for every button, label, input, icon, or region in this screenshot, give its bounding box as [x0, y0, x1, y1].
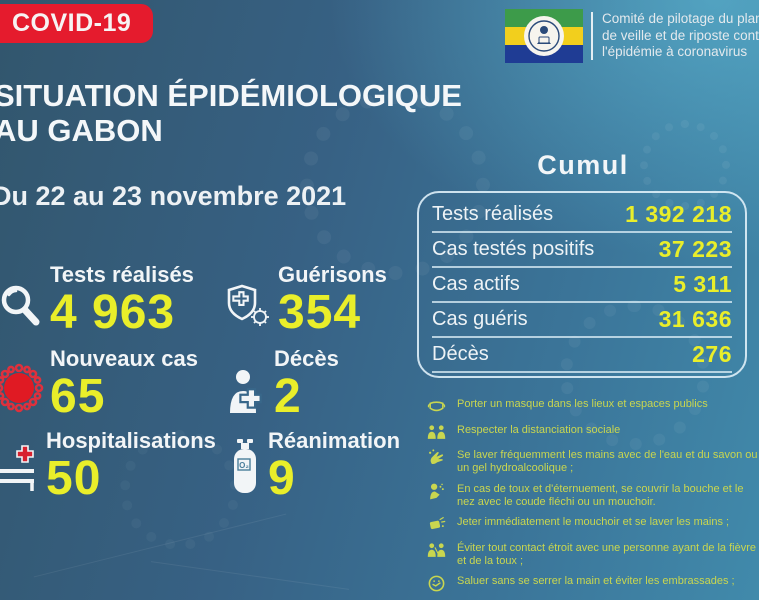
stat-label: Guérisons — [278, 262, 387, 287]
no-handshake-icon — [428, 575, 445, 592]
stat-label: Hospitalisations — [46, 428, 216, 453]
avoid-contact-icon — [427, 542, 446, 557]
measure-text: Saluer sans se serrer la main et éviter … — [457, 575, 735, 587]
stat-value: 2 — [274, 370, 302, 423]
cumul-row-label: Cas testés positifs — [432, 238, 595, 260]
cough-elbow-icon — [430, 483, 444, 499]
title-line-1: SITUATION ÉPIDÉMIOLOGIQUE — [0, 78, 462, 113]
distancing-icon — [427, 424, 446, 439]
list-item: Éviter tout contact étroit avec une pers… — [427, 542, 759, 568]
constellation-line — [33, 513, 287, 578]
stat-value: 50 — [46, 452, 102, 505]
tissue-icon — [429, 516, 446, 530]
virus-icon — [0, 363, 44, 418]
magnifier-icon — [0, 283, 44, 334]
cumul-row-label: Cas guéris — [432, 308, 528, 330]
cumul-row-tests: Tests réalisés 1 392 218 — [432, 198, 732, 233]
svg-text:O₂: O₂ — [239, 461, 249, 470]
cumul-row-value: 5 311 — [673, 271, 732, 297]
stat-value: 9 — [268, 452, 296, 505]
measure-text: Jeter immédiatement le mouchoir et se la… — [457, 516, 730, 528]
committee-header: Comité de pilotage du plan de veille et … — [505, 9, 759, 63]
mask-icon — [427, 401, 446, 412]
cumul-row-label: Tests réalisés — [432, 203, 554, 225]
shield-cross-icon — [224, 281, 272, 334]
stat-nouveaux-cas: Nouveaux cas 65 — [0, 346, 198, 422]
title-line-2: AU GABON — [0, 113, 163, 148]
stat-value: 65 — [50, 370, 106, 423]
cumul-row-value: 1 392 218 — [625, 201, 732, 227]
header-divider — [591, 12, 593, 60]
stat-deces: Décès 2 — [226, 346, 339, 422]
prevention-measures-list: Porter un masque dans les lieux et espac… — [427, 398, 759, 600]
list-item: Respecter la distanciation sociale — [427, 424, 759, 442]
cumul-row-gueris: Cas guéris 31 636 — [432, 303, 732, 338]
cumul-row-label: Décès — [432, 343, 489, 365]
hand-wash-icon — [429, 449, 444, 465]
committee-line-3: l'épidémie à coronavirus — [602, 44, 748, 60]
measure-text: Éviter tout contact étroit avec une pers… — [457, 541, 757, 567]
stat-value: 4 963 — [50, 286, 176, 339]
page-title: SITUATION ÉPIDÉMIOLOGIQUE AU GABON — [0, 78, 462, 148]
committee-line-2: de veille et de riposte contre — [602, 27, 759, 43]
stat-tests-realises: Tests réalisés 4 963 — [0, 262, 194, 338]
oxygen-tank-icon: O₂ — [228, 437, 262, 500]
measure-text: En cas de toux et d'éternuement, se couv… — [457, 482, 744, 508]
committee-line-1: Comité de pilotage du plan — [602, 11, 759, 27]
covid-badge: COVID-19 — [0, 4, 154, 43]
list-item: En cas de toux et d'éternuement, se couv… — [427, 483, 759, 509]
cumul-row-deces: Décès 276 — [432, 338, 732, 373]
list-item: Saluer sans se serrer la main et éviter … — [427, 575, 759, 593]
cumul-panel: Tests réalisés 1 392 218 Cas testés posi… — [417, 191, 747, 378]
stat-guerisons: Guérisons 354 — [224, 262, 387, 338]
cumul-row-value: 276 — [692, 341, 732, 367]
stat-hospitalisations: Hospitalisations 50 — [0, 428, 216, 504]
stat-label: Décès — [274, 346, 339, 371]
person-cross-icon — [226, 369, 268, 418]
list-item: Porter un masque dans les lieux et espac… — [427, 398, 759, 416]
measure-text: Porter un masque dans les lieux et espac… — [457, 398, 708, 410]
stat-reanimation: O₂ Réanimation 9 — [228, 428, 400, 504]
gabon-flag-logo — [505, 9, 583, 63]
committee-emblem-icon — [524, 16, 564, 56]
cumul-title: Cumul — [537, 150, 629, 180]
list-item: Se laver fréquemment les mains avec de l… — [427, 449, 759, 475]
hospital-bed-icon — [0, 443, 40, 500]
measure-text: Se laver fréquemment les mains avec de l… — [457, 449, 758, 474]
cumul-row-value: 31 636 — [658, 306, 732, 332]
stat-label: Nouveaux cas — [50, 346, 198, 371]
cumul-row-label: Cas actifs — [432, 273, 520, 295]
committee-title: Comité de pilotage du plan de veille et … — [602, 11, 759, 61]
stat-label: Tests réalisés — [50, 262, 194, 287]
period-label: Du 22 au 23 novembre 2021 — [0, 181, 347, 211]
cumul-row-positifs: Cas testés positifs 37 223 — [432, 233, 732, 268]
list-item: Jeter immédiatement le mouchoir et se la… — [427, 516, 759, 534]
measure-text: Respecter la distanciation sociale — [457, 423, 621, 436]
cumul-row-value: 37 223 — [658, 236, 732, 262]
stat-value: 354 — [278, 286, 362, 339]
constellation-line — [150, 561, 350, 590]
stat-label: Réanimation — [268, 428, 401, 453]
cumul-row-actifs: Cas actifs 5 311 — [432, 268, 732, 303]
